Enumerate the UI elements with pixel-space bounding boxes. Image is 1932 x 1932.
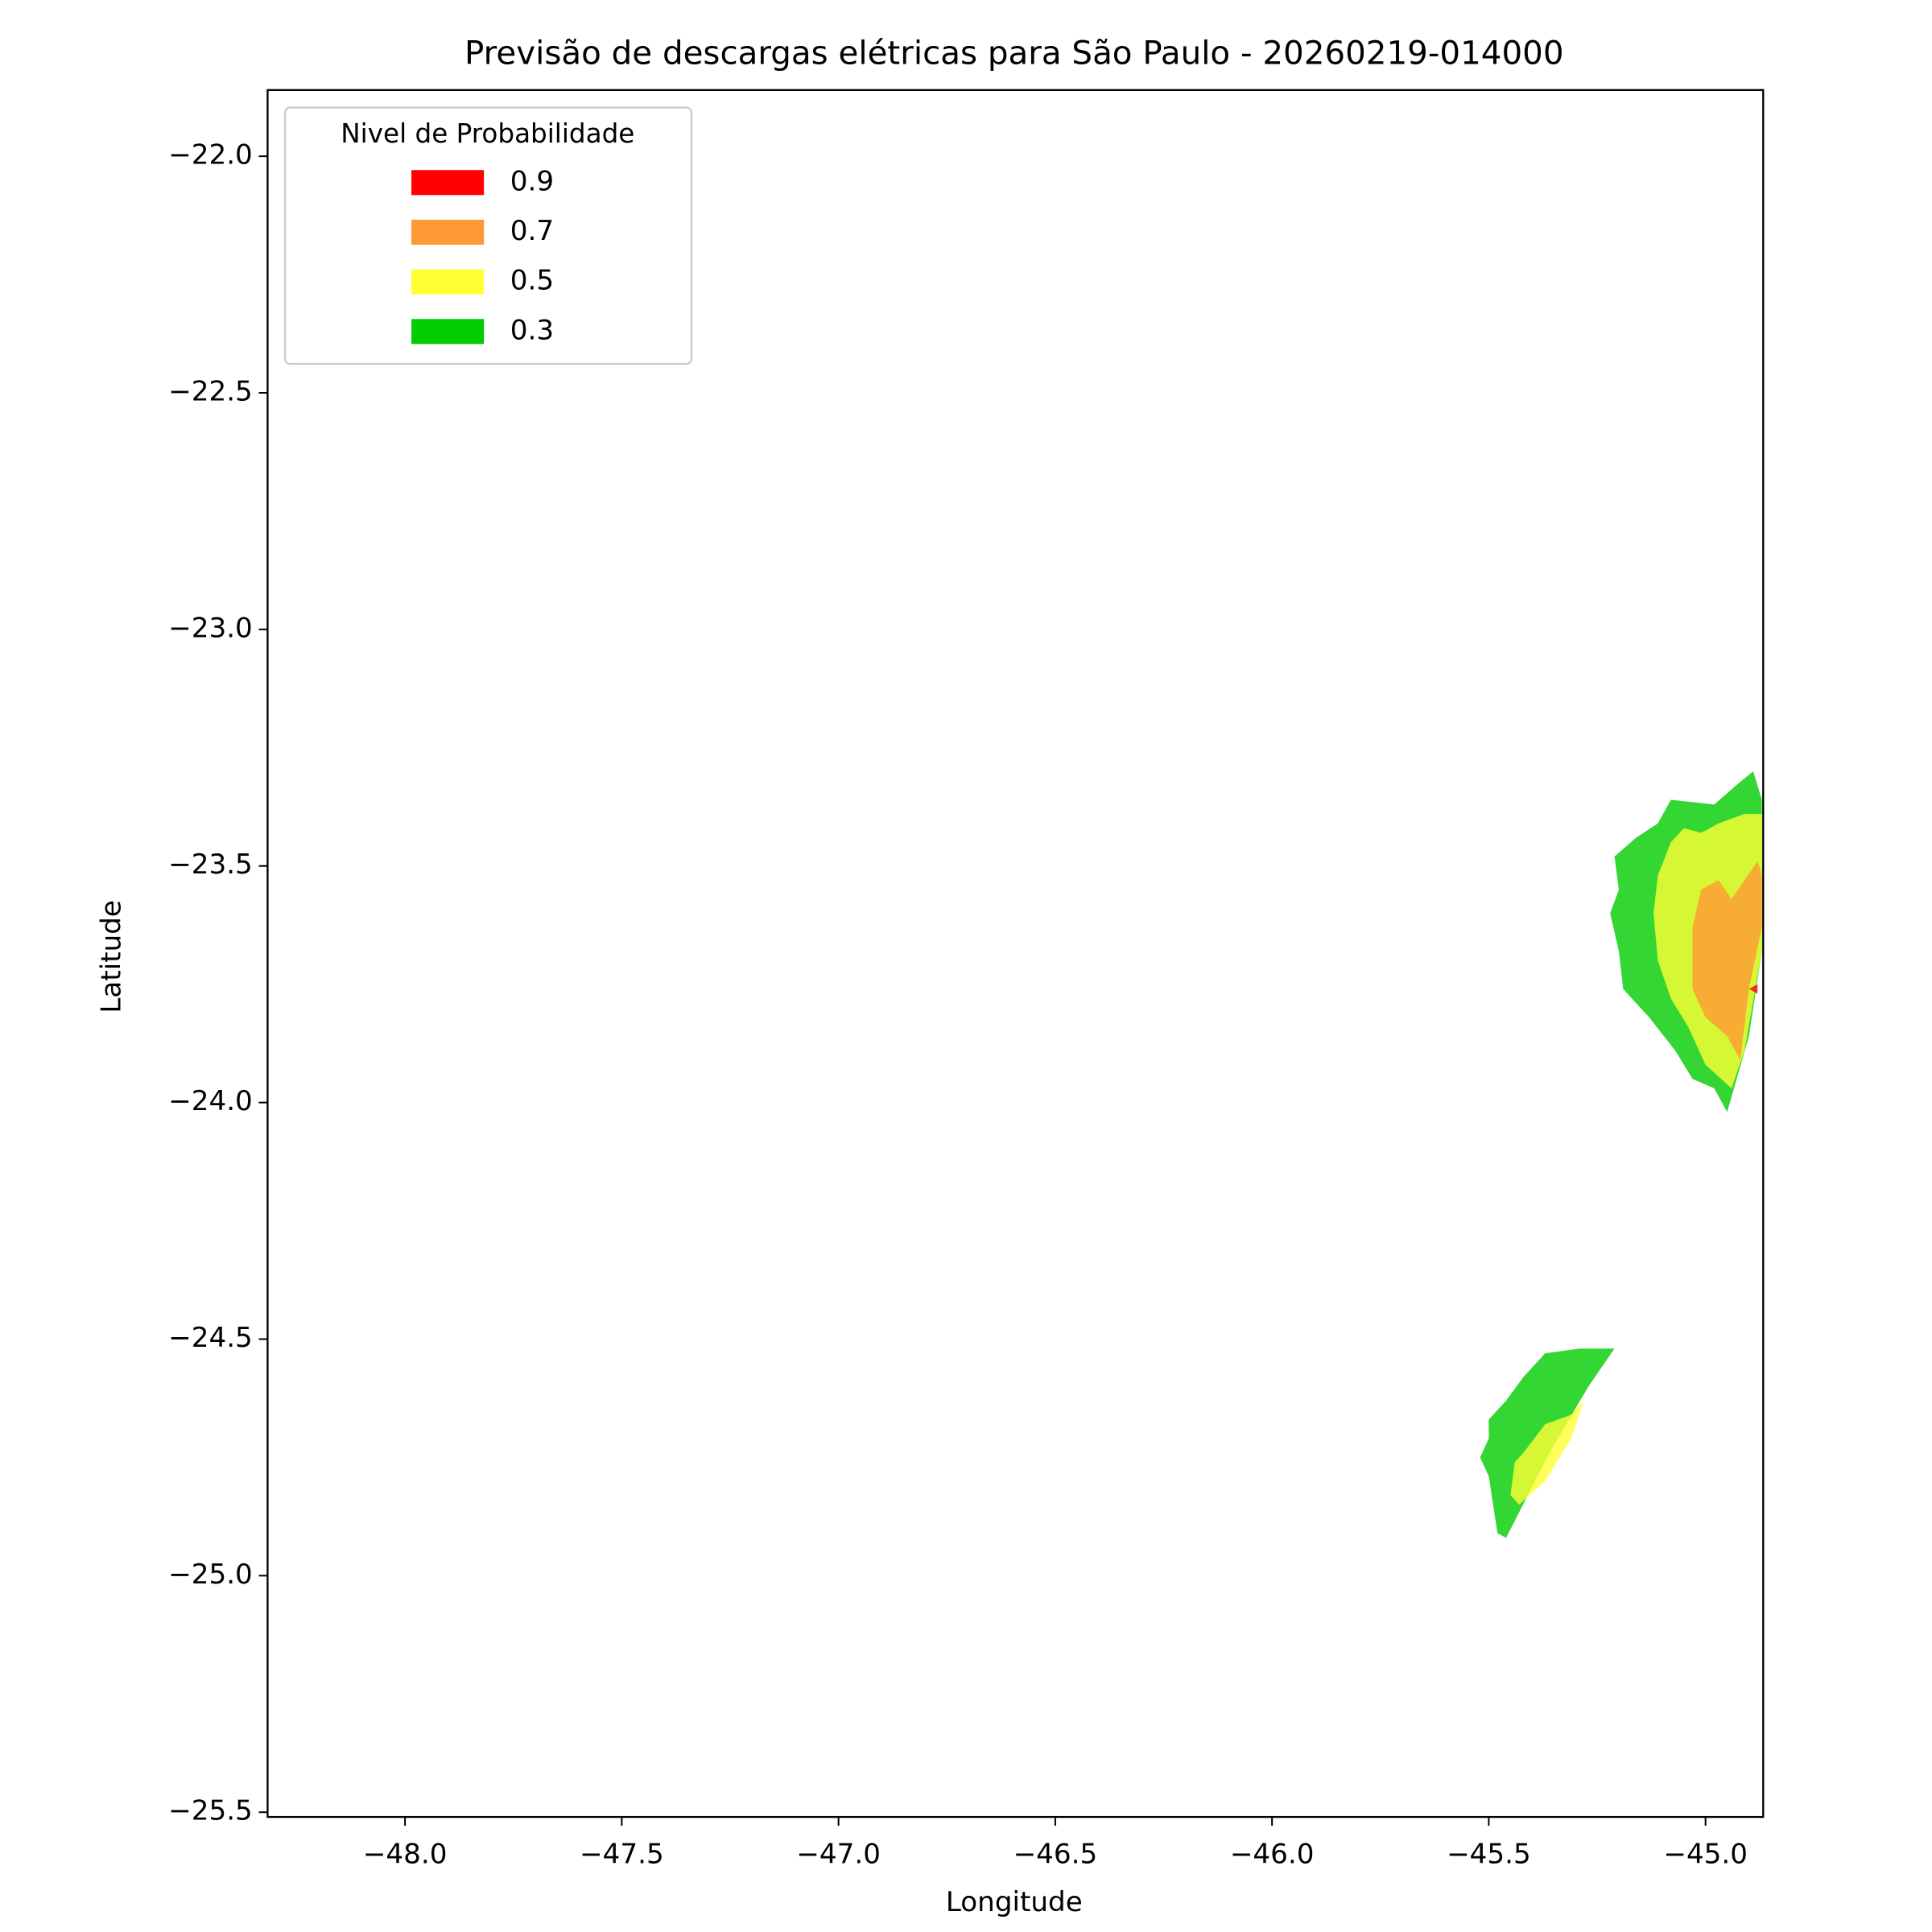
contour-region [1748, 984, 1758, 994]
contour-region [1692, 861, 1762, 1060]
legend-swatch [411, 170, 485, 196]
legend-label: 0.5 [510, 265, 554, 297]
y-tick-label: −22.5 [168, 375, 253, 407]
y-tick-label: −25.5 [168, 1795, 253, 1827]
x-axis-label: Longitude [946, 1886, 1083, 1918]
legend-box [284, 106, 693, 365]
legend-swatch [411, 319, 485, 345]
legend-title: Nivel de Probabilidade [341, 118, 634, 149]
y-tick-label: −23.5 [168, 848, 253, 881]
x-tick-label: −46.0 [1230, 1839, 1315, 1871]
x-tick-label: −46.5 [1013, 1839, 1098, 1871]
legend-label: 0.9 [510, 165, 554, 197]
plot-area [1480, 771, 1762, 1538]
y-tick-label: −23.0 [168, 612, 253, 644]
legend-label: 0.7 [510, 215, 554, 247]
legend-swatch [411, 219, 485, 245]
axes-frame [266, 89, 1765, 1818]
y-axis-label: Latitude [95, 900, 127, 1013]
legend-label: 0.3 [510, 314, 554, 346]
legend: Nivel de Probabilidade 0.9 0.7 0.5 0.3 [284, 106, 693, 365]
chart-title: Previsão de descargas elétricas para São… [464, 34, 1564, 72]
y-tick-label: −22.0 [168, 139, 253, 171]
y-tick-label: −25.0 [168, 1558, 253, 1591]
contour-region [1510, 1400, 1584, 1505]
x-tick-label: −47.0 [796, 1839, 881, 1871]
legend-swatch [411, 269, 485, 295]
x-tick-label: −47.5 [580, 1839, 664, 1871]
y-tick-label: −24.0 [168, 1085, 253, 1117]
x-tick-label: −48.0 [363, 1839, 448, 1871]
x-tick-label: −45.0 [1663, 1839, 1748, 1871]
x-tick-label: −45.5 [1447, 1839, 1531, 1871]
y-tick-label: −24.5 [168, 1322, 253, 1354]
